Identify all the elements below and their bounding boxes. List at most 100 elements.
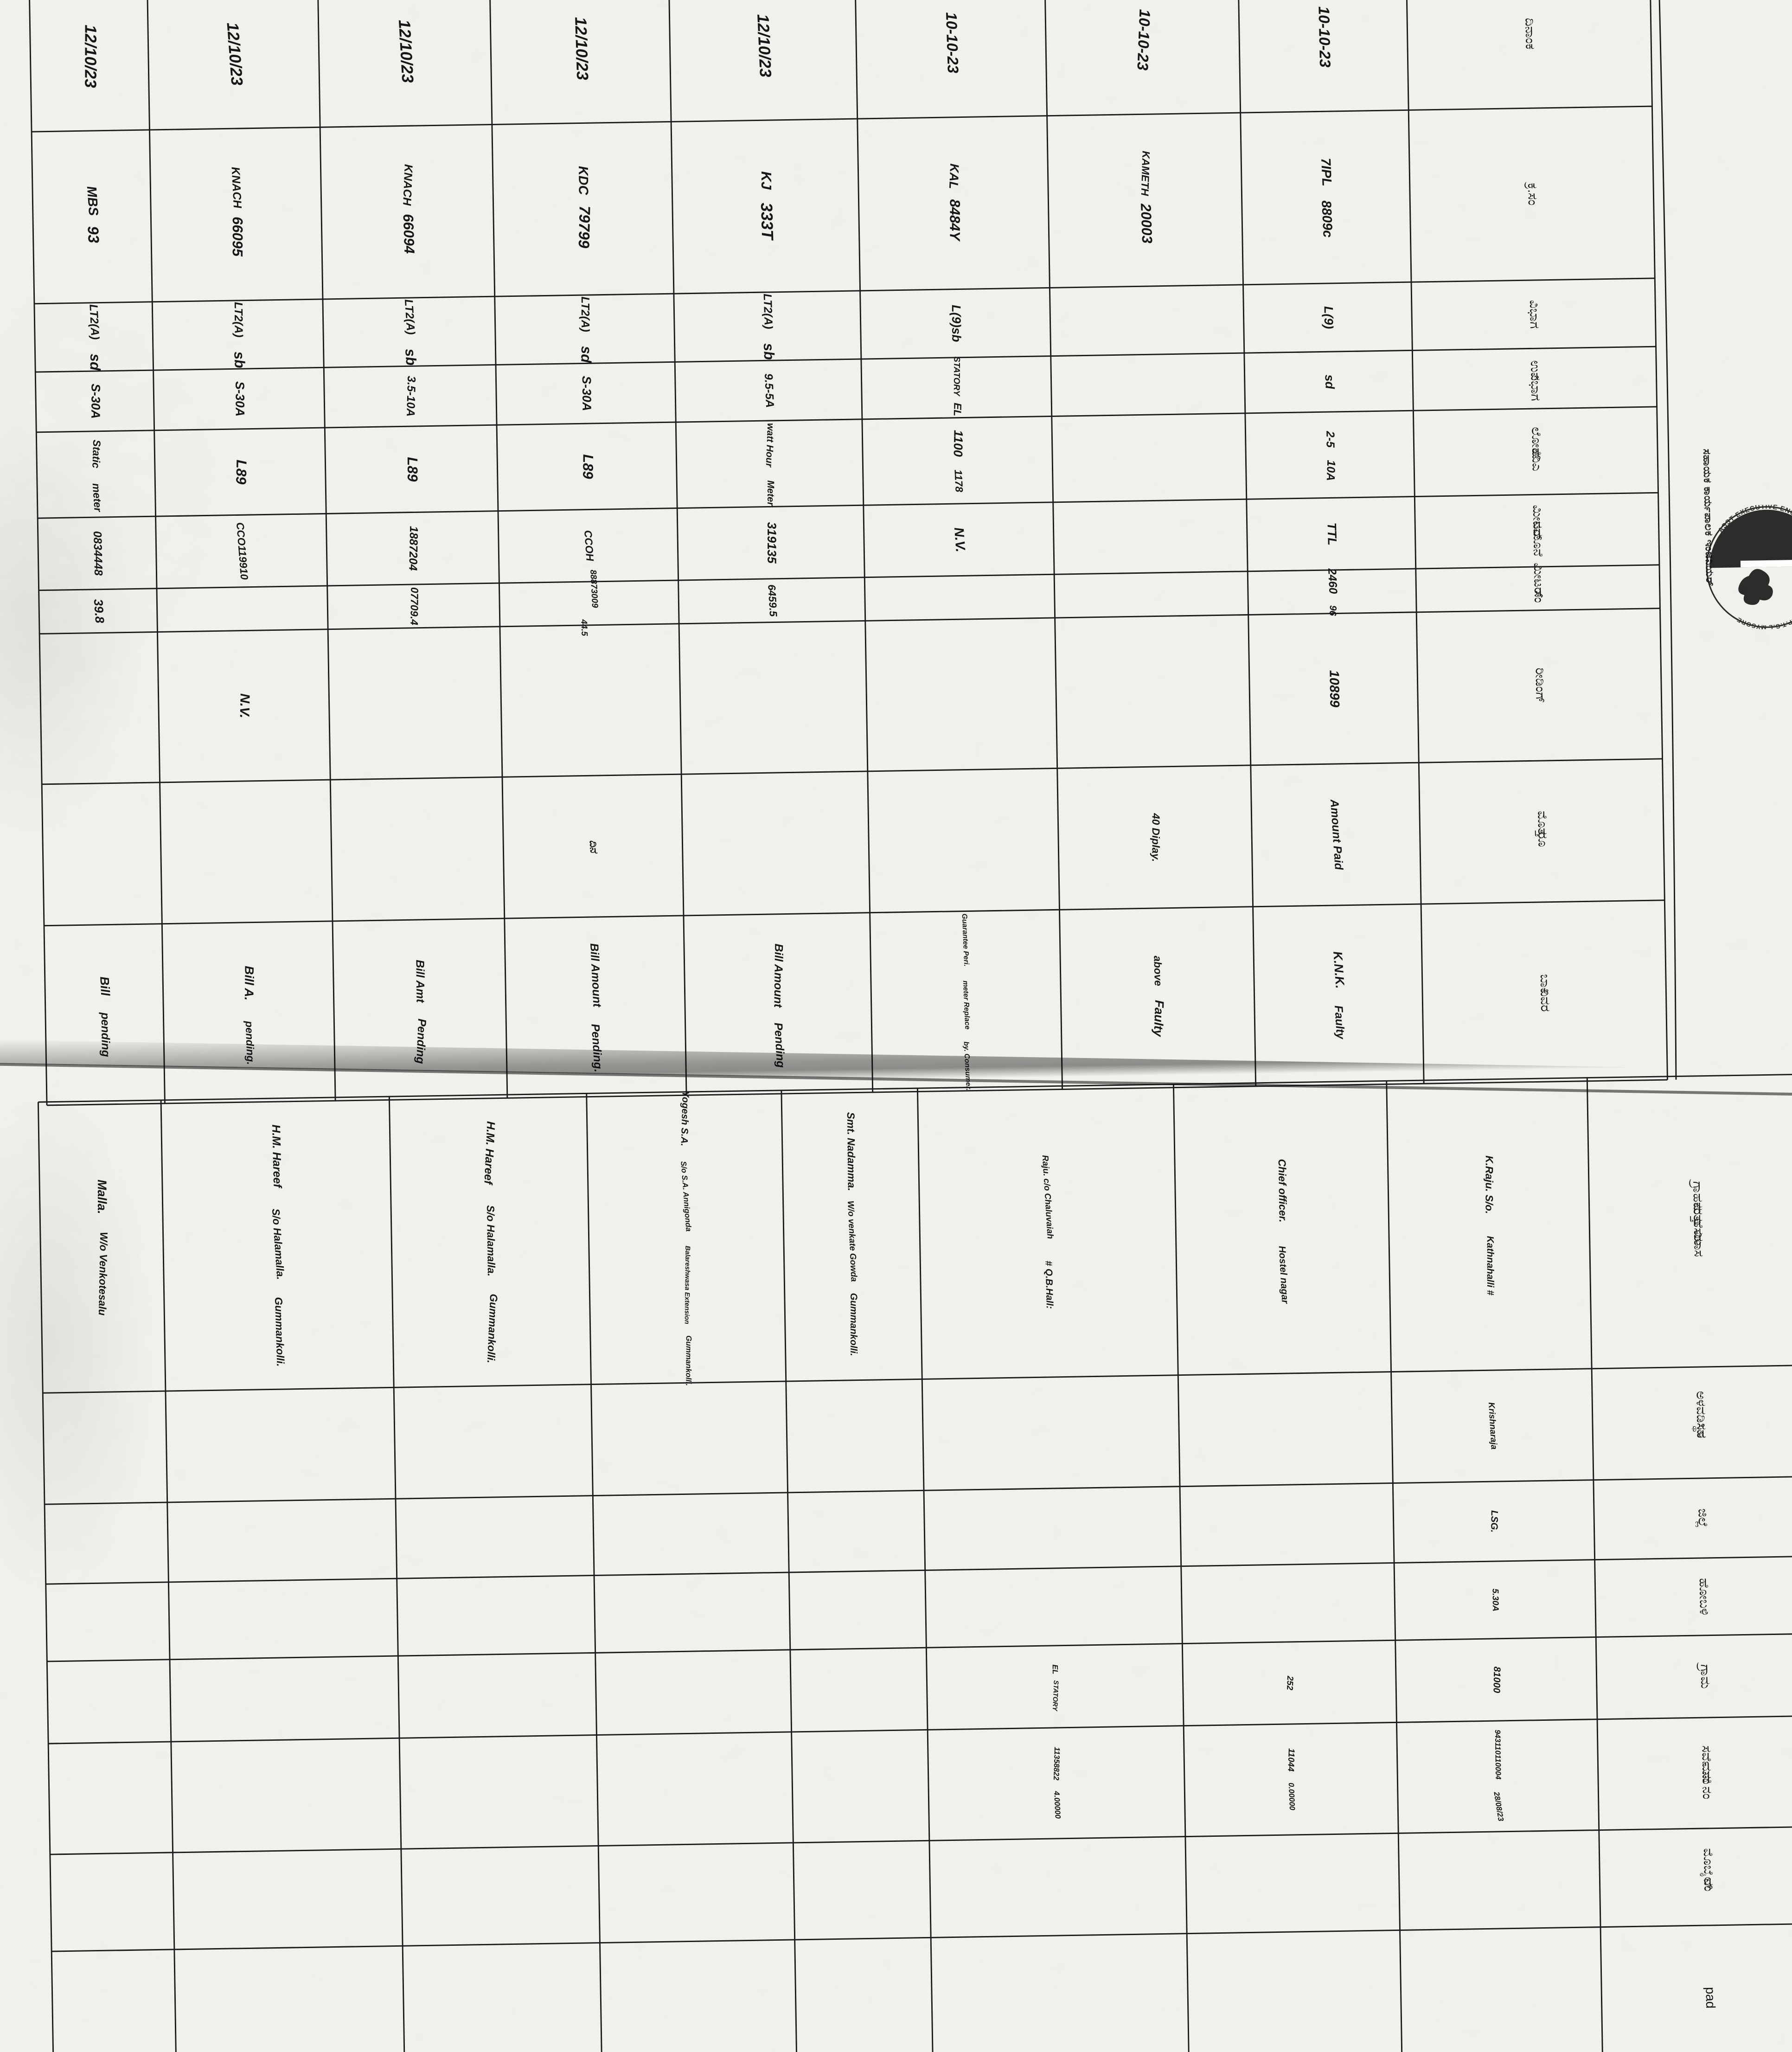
- svg-text:Faulty: Faulty: [1151, 1000, 1166, 1038]
- svg-text:7IPL: 7IPL: [1318, 158, 1334, 186]
- svg-text:KDC: KDC: [576, 166, 591, 196]
- svg-text:H.M. Hareef: H.M. Hareef: [269, 1124, 283, 1189]
- svg-text:8809c: 8809c: [1318, 200, 1335, 238]
- svg-text:333T: 333T: [757, 202, 777, 241]
- svg-text:ದಿನ: ದಿನ: [588, 840, 601, 854]
- svg-text:sd: sd: [578, 346, 595, 364]
- svg-text:ನಂ: ನಂ: [1702, 1879, 1716, 1892]
- svg-text:39.8: 39.8: [91, 598, 107, 623]
- svg-text:Pending.: Pending.: [589, 1024, 604, 1073]
- svg-text:STATORY: STATORY: [952, 356, 962, 397]
- svg-text:Faulty: Faulty: [1332, 1005, 1347, 1040]
- svg-text:KNACH: KNACH: [229, 167, 243, 209]
- svg-text:pending: pending: [99, 1012, 112, 1057]
- svg-text:Guarantee Peri.: Guarantee Peri.: [960, 913, 970, 967]
- svg-text:KAMETH: KAMETH: [1139, 151, 1152, 196]
- svg-text:Gummankolli.: Gummankolli.: [684, 1335, 693, 1386]
- svg-text:N.V.: N.V.: [951, 527, 968, 553]
- svg-text:Static: Static: [90, 440, 103, 469]
- svg-text:LSG.: LSG.: [1489, 1510, 1500, 1533]
- svg-text:ಕೆವಿಎ: ಕೆವಿಎ: [1530, 448, 1544, 471]
- svg-text:0834448: 0834448: [91, 531, 104, 576]
- svg-text:Amount Paid: Amount Paid: [1328, 798, 1345, 871]
- svg-text:K.N.K.: K.N.K.: [1331, 951, 1347, 989]
- svg-text:96: 96: [1327, 605, 1338, 616]
- svg-text:20003: 20003: [1138, 203, 1155, 244]
- svg-text:CCO119910: CCO119910: [234, 522, 250, 580]
- svg-text:ಮತ್ತು ವಿಳಾಸ: ಮತ್ತು ವಿಳಾಸ: [1690, 1202, 1706, 1257]
- svg-text:12/10/23: 12/10/23: [395, 19, 417, 83]
- svg-text:ವಿಭಾಗ: ವಿಭಾಗ: [1527, 300, 1542, 329]
- svg-text:LT2(A): LT2(A): [579, 296, 591, 332]
- svg-text:Bill Amount: Bill Amount: [588, 943, 603, 1008]
- svg-text:12/10/23: 12/10/23: [81, 25, 99, 88]
- svg-text:by. Consumer.: by. Consumer.: [962, 1041, 973, 1091]
- svg-text:Smt. Nadamma.: Smt. Nadamma.: [845, 1112, 858, 1191]
- svg-text:44.5: 44.5: [579, 619, 590, 637]
- svg-text:5.30A: 5.30A: [1491, 1589, 1501, 1612]
- svg-text:W/o Venkotesalu: W/o Venkotesalu: [96, 1232, 110, 1316]
- svg-text:Meter: Meter: [765, 480, 776, 506]
- svg-text:ಕ್ರ.ಸಂ: ಕ್ರ.ಸಂ: [1524, 181, 1540, 205]
- svg-text:sb: sb: [231, 351, 248, 369]
- svg-text:pending.: pending.: [243, 1020, 257, 1065]
- svg-text:Krishnaraja: Krishnaraja: [1487, 1402, 1499, 1450]
- svg-text:ವಿವರ: ವಿವರ: [1538, 988, 1553, 1012]
- svg-text:STATORY: STATORY: [1051, 1680, 1060, 1712]
- svg-text:12/10/23: 12/10/23: [754, 14, 774, 78]
- svg-text:S-30A: S-30A: [233, 381, 247, 417]
- svg-text:S-30A: S-30A: [89, 384, 102, 419]
- svg-text:ಜಿಲ್ಲೆ: ಜಿಲ್ಲೆ: [1695, 1508, 1710, 1528]
- svg-text:KJ: KJ: [758, 171, 774, 190]
- svg-text:66094: 66094: [400, 213, 418, 254]
- svg-text:L(9)sb: L(9)sb: [949, 305, 964, 342]
- svg-text:sd: sd: [87, 353, 104, 371]
- svg-text:H.M. Hareef: H.M. Hareef: [481, 1121, 497, 1186]
- svg-text:Kathnahalli #: Kathnahalli #: [1485, 1236, 1496, 1296]
- svg-text:40 Diplay.: 40 Diplay.: [1150, 813, 1162, 862]
- svg-text:sd: sd: [1322, 374, 1337, 390]
- svg-text:meter: meter: [90, 483, 104, 513]
- svg-text:10-10-23: 10-10-23: [1134, 9, 1153, 71]
- svg-text:W/o venkate Gowda: W/o venkate Gowda: [846, 1200, 859, 1282]
- svg-text:10A: 10A: [1324, 460, 1337, 481]
- svg-text:CCOH: CCOH: [582, 530, 596, 562]
- svg-text:EL: EL: [1051, 1664, 1059, 1674]
- svg-text:Pending: Pending: [772, 1022, 787, 1068]
- svg-text:10899: 10899: [1326, 670, 1342, 708]
- svg-text:Bill Amount: Bill Amount: [771, 943, 785, 1008]
- svg-text:sb: sb: [761, 343, 778, 360]
- svg-text:Chief officer.: Chief officer.: [1276, 1159, 1289, 1222]
- svg-text:N.V.: N.V.: [237, 693, 252, 718]
- svg-text:sb: sb: [402, 348, 419, 366]
- svg-text:# Q.B.Hall:: # Q.B.Hall:: [1043, 1261, 1055, 1309]
- svg-text:3.5-10A: 3.5-10A: [404, 376, 417, 417]
- svg-text:ವಿಭಾಗ: ವಿಭಾಗ: [1528, 372, 1543, 401]
- svg-text:4.00000: 4.00000: [1052, 1790, 1062, 1819]
- svg-text:L89: L89: [233, 460, 250, 485]
- svg-text:2460: 2460: [1325, 568, 1339, 595]
- svg-text:1100: 1100: [951, 430, 966, 457]
- svg-text:S/o Halamalla.: S/o Halamalla.: [270, 1208, 287, 1280]
- svg-text:K.P.T.C.L MYSORE: K.P.T.C.L MYSORE: [1735, 615, 1792, 630]
- svg-text:Malla.: Malla.: [95, 1180, 109, 1214]
- svg-text:10-10-23: 10-10-23: [943, 12, 962, 74]
- svg-text:1887204: 1887204: [406, 526, 420, 571]
- svg-text:ನಮೂನೆ: ನಮೂನೆ: [1530, 521, 1545, 557]
- svg-text:2-5: 2-5: [1324, 430, 1336, 448]
- svg-text:Gummankolli.: Gummankolli.: [273, 1297, 287, 1367]
- svg-text:88873009: 88873009: [589, 570, 600, 609]
- svg-text:pad: pad: [1703, 1987, 1718, 2009]
- svg-text:81000: 81000: [1491, 1667, 1502, 1693]
- svg-text:252: 252: [1285, 1675, 1295, 1691]
- svg-text:943110110004: 943110110004: [1493, 1730, 1502, 1780]
- svg-text:9.5-5A: 9.5-5A: [762, 373, 776, 408]
- svg-text:66095: 66095: [230, 217, 246, 257]
- svg-text:Yogesh S.A.: Yogesh S.A.: [679, 1091, 691, 1147]
- svg-text:L(9): L(9): [1322, 306, 1336, 329]
- svg-text:11358822: 11358822: [1052, 1747, 1061, 1781]
- svg-text:Balareshwasa Extension: Balareshwasa Extension: [683, 1246, 691, 1324]
- svg-text:Bill A.: Bill A.: [242, 966, 256, 1000]
- svg-text:ರೀಡಿಂಗ್: ರೀಡಿಂಗ್: [1533, 667, 1548, 703]
- svg-text:07709.4: 07709.4: [408, 587, 421, 626]
